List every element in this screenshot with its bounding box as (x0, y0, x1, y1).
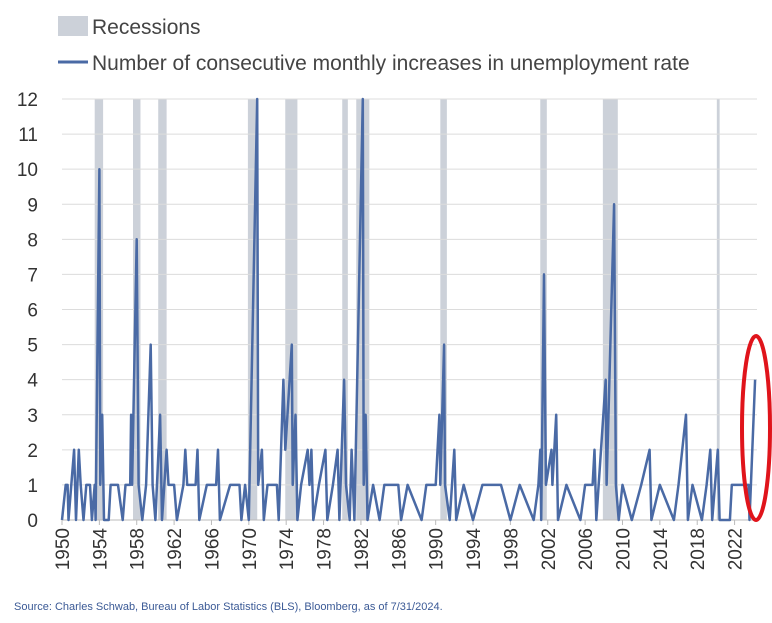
x-tick-label: 2018 (688, 528, 709, 570)
source-note: Source: Charles Schwab, Bureau of Labor … (14, 601, 443, 613)
x-tick-label: 1986 (389, 528, 410, 570)
legend-label-recessions: Recessions (92, 16, 201, 39)
data-line (60, 97, 757, 522)
x-tick-label: 1978 (315, 528, 336, 570)
y-tick-label: 11 (18, 125, 38, 146)
x-tick-label: 2014 (651, 528, 672, 571)
x-tick-label: 1954 (90, 528, 111, 571)
x-tick-label: 1970 (240, 528, 261, 570)
x-tick-label: 1958 (128, 528, 149, 570)
y-tick-label: 5 (27, 336, 38, 357)
y-tick-label: 0 (27, 511, 38, 532)
legend-swatch-recessions (58, 16, 88, 36)
x-tick-label: 2022 (726, 528, 747, 570)
x-tick-label: 1974 (277, 528, 298, 571)
y-tick-label: 2 (27, 441, 38, 462)
y-tick-label: 12 (17, 90, 38, 111)
y-tick-label: 9 (27, 195, 38, 216)
x-tick-label: 1982 (352, 528, 373, 570)
x-tick-label: 1962 (165, 528, 186, 570)
x-tick-label: 2006 (576, 528, 597, 570)
legend-label-line: Number of consecutive monthly increases … (92, 52, 690, 75)
y-tick-label: 4 (27, 371, 38, 392)
x-tick-label: 1950 (53, 528, 74, 570)
y-tick-label: 8 (27, 230, 38, 251)
y-tick-label: 10 (17, 160, 38, 181)
y-tick-label: 1 (27, 476, 38, 497)
x-tick-label: 1994 (464, 528, 485, 571)
y-tick-label: 3 (27, 406, 38, 427)
x-tick-label: 2002 (539, 528, 560, 570)
x-tick-label: 1990 (427, 528, 448, 570)
y-tick-label: 7 (27, 265, 38, 286)
y-tick-label: 6 (27, 301, 38, 322)
highlight-ellipse (740, 334, 772, 522)
x-tick-label: 1998 (501, 528, 522, 570)
x-tick-label: 2010 (613, 528, 634, 570)
x-tick-label: 1966 (202, 528, 223, 570)
